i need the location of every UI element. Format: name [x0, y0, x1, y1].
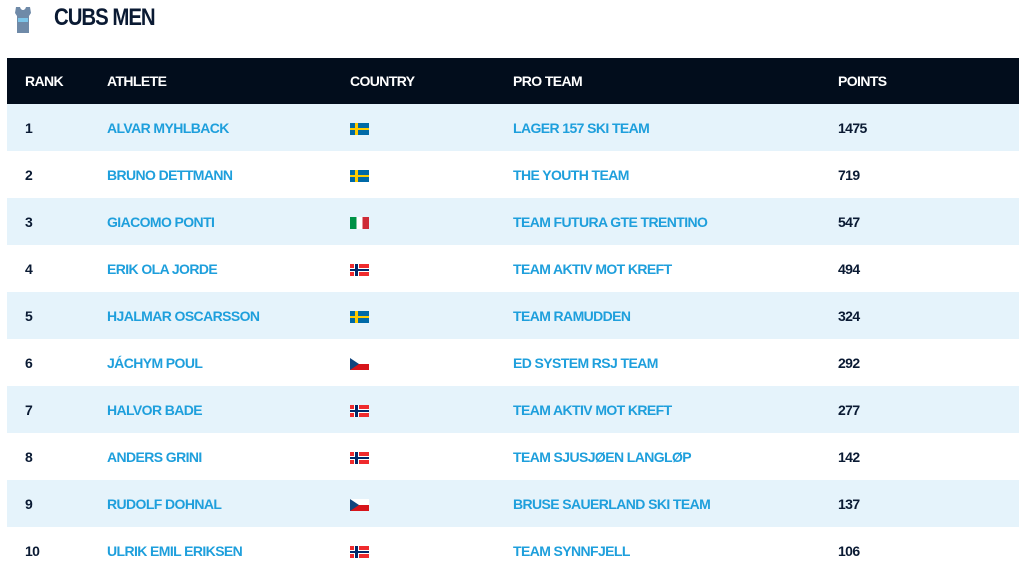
- rank: 5: [7, 292, 107, 339]
- table-row: 10 ULRIK EMIL ERIKSEN TEAM SYNNFJELL 106: [7, 527, 1019, 574]
- ranking-table: RANK ATHLETE COUNTRY PRO TEAM POINTS 1 A…: [7, 58, 1019, 574]
- rank: 2: [25, 166, 33, 183]
- header-points: POINTS: [838, 58, 1019, 104]
- country-flag-cell: [350, 527, 513, 574]
- flag-icon-swe: [350, 167, 369, 183]
- team-link[interactable]: TEAM RAMUDDEN: [513, 292, 838, 339]
- flag-icon-nor: [350, 402, 369, 418]
- country-flag-cell: [350, 433, 513, 480]
- points: 494: [838, 260, 860, 277]
- country-flag-cell: [350, 104, 513, 151]
- flag-icon-nor: [350, 449, 369, 465]
- points: 292: [838, 354, 860, 371]
- rank: 1: [7, 104, 107, 151]
- table-row: 3 GIACOMO PONTI TEAM FUTURA GTE TRENTINO…: [7, 198, 1019, 245]
- rank: 7: [7, 386, 107, 433]
- team-link[interactable]: TEAM SJUSJØEN LANGLØP: [513, 448, 692, 465]
- athlete-link[interactable]: ERIK OLA JORDE: [107, 260, 218, 277]
- table-row: 2 BRUNO DETTMANN THE YOUTH TEAM 719: [7, 151, 1019, 198]
- header-team: PRO TEAM: [513, 58, 838, 104]
- rank: 3: [7, 198, 107, 245]
- flag-icon-nor: [350, 543, 369, 559]
- country-flag-cell: [350, 151, 513, 198]
- flag-icon-cze: [350, 355, 369, 371]
- rank: 8: [25, 448, 33, 465]
- rank: 4: [25, 260, 33, 277]
- cubs-jersey-icon: [15, 7, 31, 33]
- athlete-link[interactable]: ALVAR MYHLBACK: [107, 104, 350, 151]
- athlete-link[interactable]: HJALMAR OSCARSSON: [107, 292, 350, 339]
- table-row: 8 ANDERS GRINI TEAM SJUSJØEN LANGLØP 142: [7, 433, 1019, 480]
- flag-icon-swe: [350, 120, 369, 136]
- athlete-link[interactable]: HALVOR BADE: [107, 386, 350, 433]
- rank: 10: [25, 542, 40, 559]
- flag-icon-cze: [350, 496, 369, 512]
- team-link[interactable]: TEAM SYNNFJELL: [513, 542, 630, 559]
- country-flag-cell: [350, 292, 513, 339]
- table-row: 7 HALVOR BADE TEAM AKTIV MOT KREFT 277: [7, 386, 1019, 433]
- flag-icon-ita: [350, 214, 369, 230]
- points: 719: [838, 166, 860, 183]
- athlete-link[interactable]: BRUNO DETTMANN: [107, 166, 233, 183]
- table-header: RANK ATHLETE COUNTRY PRO TEAM POINTS: [7, 58, 1019, 104]
- team-link[interactable]: ED SYSTEM RSJ TEAM: [513, 354, 658, 371]
- points: 137: [838, 480, 1019, 527]
- flag-icon-nor: [350, 261, 369, 277]
- country-flag-cell: [350, 480, 513, 527]
- table-row: 1 ALVAR MYHLBACK LAGER 157 SKI TEAM 1475: [7, 104, 1019, 151]
- points: 1475: [838, 104, 1019, 151]
- page-title: CUBS MEN: [54, 4, 156, 31]
- points: 324: [838, 292, 1019, 339]
- flag-icon-swe: [350, 308, 369, 324]
- team-link[interactable]: LAGER 157 SKI TEAM: [513, 104, 838, 151]
- athlete-link[interactable]: JÁCHYM POUL: [107, 354, 203, 371]
- athlete-link[interactable]: ANDERS GRINI: [107, 448, 202, 465]
- table-row: 6 JÁCHYM POUL ED SYSTEM RSJ TEAM 292: [7, 339, 1019, 386]
- team-link[interactable]: TEAM AKTIV MOT KREFT: [513, 260, 672, 277]
- table-row: 4 ERIK OLA JORDE TEAM AKTIV MOT KREFT 49…: [7, 245, 1019, 292]
- rank: 9: [7, 480, 107, 527]
- team-link[interactable]: THE YOUTH TEAM: [513, 166, 629, 183]
- country-flag-cell: [350, 386, 513, 433]
- team-link[interactable]: BRUSE SAUERLAND SKI TEAM: [513, 480, 838, 527]
- rank: 6: [25, 354, 33, 371]
- header-country: COUNTRY: [350, 58, 513, 104]
- header-athlete: ATHLETE: [107, 58, 350, 104]
- athlete-link[interactable]: RUDOLF DOHNAL: [107, 480, 350, 527]
- points: 142: [838, 448, 860, 465]
- athlete-link[interactable]: GIACOMO PONTI: [107, 198, 350, 245]
- points: 106: [838, 542, 860, 559]
- country-flag-cell: [350, 245, 513, 292]
- team-link[interactable]: TEAM FUTURA GTE TRENTINO: [513, 198, 838, 245]
- table-row: 9 RUDOLF DOHNAL BRUSE SAUERLAND SKI TEAM…: [7, 480, 1019, 527]
- header-rank: RANK: [7, 58, 107, 104]
- country-flag-cell: [350, 198, 513, 245]
- team-link[interactable]: TEAM AKTIV MOT KREFT: [513, 386, 838, 433]
- country-flag-cell: [350, 339, 513, 386]
- points: 547: [838, 198, 1019, 245]
- points: 277: [838, 386, 1019, 433]
- table-row: 5 HJALMAR OSCARSSON TEAM RAMUDDEN 324: [7, 292, 1019, 339]
- athlete-link[interactable]: ULRIK EMIL ERIKSEN: [107, 542, 243, 559]
